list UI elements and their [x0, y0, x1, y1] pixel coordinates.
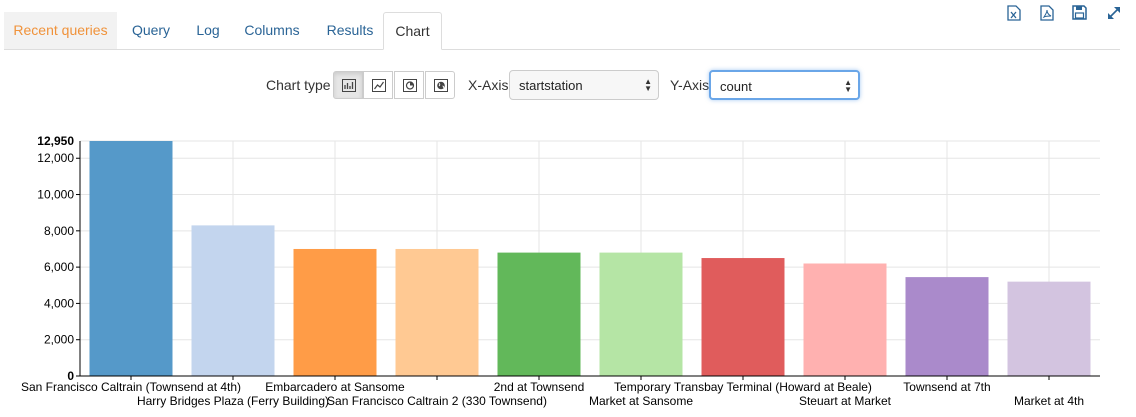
bar [701, 258, 785, 376]
line-chart-button[interactable] [363, 71, 393, 99]
tab-recent-queries[interactable]: Recent queries [4, 12, 117, 49]
pie-chart-icon [403, 79, 417, 92]
y-axis-label: Y-Axis [670, 77, 710, 93]
x-tick-label: Market at Sansome [589, 394, 693, 408]
y-max-label: 12,950 [37, 134, 74, 148]
x-axis-value: startstation [519, 78, 583, 93]
y-axis-select[interactable]: count ▲ ▼ [709, 70, 860, 100]
chart-type-label: Chart type [266, 77, 331, 93]
pdf-export-icon[interactable] [1040, 5, 1056, 21]
x-axis-label: X-Axis [468, 77, 509, 93]
y-tick-label: 0 [67, 369, 74, 383]
x-tick-label: San Francisco Caltrain (Townsend at 4th) [21, 380, 241, 394]
x-tick-label: Temporary Transbay Terminal (Howard at B… [614, 380, 872, 394]
bar [89, 141, 173, 376]
x-tick-label: Embarcadero at Sansome [265, 380, 405, 394]
save-icon[interactable] [1072, 5, 1088, 21]
pie-chart-button[interactable] [394, 71, 424, 99]
x-axis-select[interactable]: startstation ▲ ▼ [509, 70, 659, 100]
select-arrows-icon: ▲ ▼ [844, 78, 852, 94]
bar-chart-button[interactable] [333, 71, 363, 99]
map-icon [434, 79, 448, 92]
x-tick-label: Market at 4th [1014, 394, 1084, 408]
bar [599, 252, 683, 376]
x-tick-label: San Francisco Caltrain 2 (330 Townsend) [327, 394, 547, 408]
x-tick-label: 2nd at Townsend [494, 380, 585, 394]
expand-icon[interactable] [1106, 5, 1122, 21]
y-tick-label: 4,000 [44, 296, 74, 310]
x-tick-label: Townsend at 7th [903, 380, 990, 394]
tab-chart[interactable]: Chart [383, 12, 442, 50]
bar [905, 277, 989, 376]
bar [803, 263, 887, 376]
select-arrows-icon: ▲ ▼ [644, 77, 652, 93]
y-axis-value: count [720, 79, 752, 94]
bar [191, 225, 275, 376]
x-tick-label: Harry Bridges Plaza (Ferry Building) [137, 394, 329, 408]
bar-chart-icon [342, 79, 356, 92]
bar [497, 252, 581, 376]
y-tick-label: 6,000 [44, 260, 74, 274]
tab-columns[interactable]: Columns [244, 22, 300, 38]
tab-log[interactable]: Log [196, 22, 220, 38]
bar [293, 248, 377, 376]
chart-controls: Chart type X-Axis startstation ▲ ▼ Y-Axis… [0, 70, 1136, 102]
line-chart-icon [372, 79, 386, 92]
y-tick-label: 2,000 [44, 333, 74, 347]
y-tick-label: 8,000 [44, 224, 74, 238]
tab-bar: Recent queries Query Log Columns Results… [4, 12, 1120, 50]
tab-results[interactable]: Results [326, 22, 374, 38]
bar [1007, 281, 1091, 376]
y-tick-label: 12,000 [37, 151, 74, 165]
excel-export-icon[interactable] [1007, 5, 1023, 21]
x-tick-label: Steuart at Market [799, 394, 892, 408]
y-tick-label: 10,000 [37, 188, 74, 202]
bar [395, 248, 479, 376]
bar-chart: 0 2,000 4,000 6,000 8,000 10,000 12,000 12,950 S… [21, 134, 1100, 408]
tab-query[interactable]: Query [131, 22, 171, 38]
map-chart-button[interactable] [425, 71, 455, 99]
